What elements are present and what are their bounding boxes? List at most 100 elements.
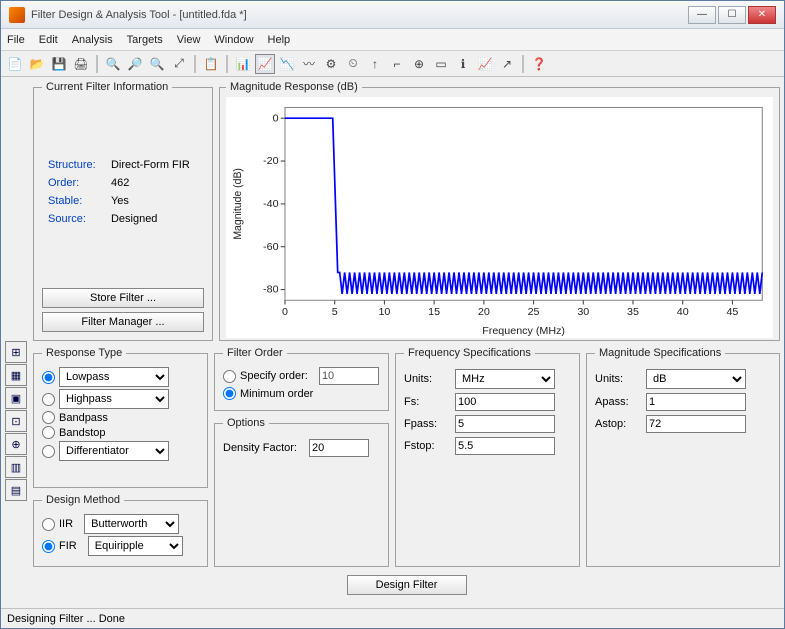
- bandpass-radio[interactable]: [42, 411, 55, 424]
- toolbar-btn-15[interactable]: 〰: [299, 54, 319, 74]
- differentiator-radio[interactable]: [42, 445, 55, 458]
- menu-help[interactable]: Help: [268, 34, 291, 46]
- filter-manager-button[interactable]: Filter Manager ...: [42, 312, 204, 332]
- lowpass-select[interactable]: Lowpass: [59, 367, 169, 387]
- mag-units-select[interactable]: dB: [646, 369, 746, 389]
- toolbar-btn-8[interactable]: ⤢: [169, 54, 189, 74]
- magnitude-specs-panel: Magnitude Specifications Units:dB Apass:…: [586, 347, 780, 567]
- structure-label: Structure:: [44, 157, 105, 173]
- fir-label: FIR: [59, 540, 77, 552]
- toolbar-btn-2[interactable]: 💾: [49, 54, 69, 74]
- menu-edit[interactable]: Edit: [39, 34, 58, 46]
- window-title: Filter Design & Analysis Tool - [untitle…: [31, 9, 688, 21]
- menu-analysis[interactable]: Analysis: [72, 34, 113, 46]
- freq-units-label: Units:: [404, 373, 449, 385]
- toolbar-btn-14[interactable]: 📉: [277, 54, 297, 74]
- menu-targets[interactable]: Targets: [127, 34, 163, 46]
- svg-text:20: 20: [478, 306, 490, 318]
- side-tool-1[interactable]: ⊞: [5, 341, 27, 363]
- iir-radio[interactable]: [42, 518, 55, 531]
- iir-label: IIR: [59, 518, 73, 530]
- highpass-select[interactable]: Highpass: [59, 389, 169, 409]
- toolbar-btn-0[interactable]: 📄: [5, 54, 25, 74]
- stable-value: Yes: [107, 193, 202, 209]
- dm-legend: Design Method: [42, 494, 124, 506]
- toolbar-btn-5[interactable]: 🔍: [103, 54, 123, 74]
- apass-input[interactable]: [646, 393, 746, 411]
- fpass-input[interactable]: [455, 415, 555, 433]
- toolbar-btn-7[interactable]: 🔍: [147, 54, 167, 74]
- minimum-order-radio[interactable]: [223, 387, 236, 400]
- svg-text:10: 10: [378, 306, 390, 318]
- toolbar-btn-23[interactable]: 📈: [475, 54, 495, 74]
- fir-select[interactable]: Equiripple: [88, 536, 183, 556]
- toolbar-btn-6[interactable]: 🔎: [125, 54, 145, 74]
- menubar: File Edit Analysis Targets View Window H…: [1, 29, 784, 51]
- svg-text:-80: -80: [263, 284, 279, 296]
- svg-text:5: 5: [332, 306, 338, 318]
- fs-input[interactable]: [455, 393, 555, 411]
- side-tool-2[interactable]: ▦: [5, 364, 27, 386]
- side-tool-4[interactable]: ⊡: [5, 410, 27, 432]
- side-tool-6[interactable]: ▥: [5, 456, 27, 478]
- design-filter-button[interactable]: Design Filter: [347, 575, 467, 595]
- toolbar-btn-17[interactable]: ⏲: [343, 54, 363, 74]
- menu-file[interactable]: File: [7, 34, 25, 46]
- side-tool-7[interactable]: ▤: [5, 479, 27, 501]
- toolbar-btn-1[interactable]: 📂: [27, 54, 47, 74]
- fs-legend: Frequency Specifications: [404, 347, 535, 359]
- filter-order-panel: Filter Order Specify order: Minimum orde…: [214, 347, 389, 411]
- specify-order-input[interactable]: [319, 367, 379, 385]
- toolbar-btn-22[interactable]: ℹ: [453, 54, 473, 74]
- bandpass-label: Bandpass: [59, 412, 108, 424]
- astop-input[interactable]: [646, 415, 746, 433]
- svg-text:0: 0: [282, 306, 288, 318]
- svg-text:45: 45: [726, 306, 738, 318]
- svg-text:0: 0: [273, 112, 279, 124]
- toolbar-btn-13[interactable]: 📈: [255, 54, 275, 74]
- minimize-button[interactable]: —: [688, 6, 716, 24]
- fo-legend: Filter Order: [223, 347, 287, 359]
- options-panel: Options Density Factor:: [214, 417, 389, 567]
- highpass-radio[interactable]: [42, 393, 55, 406]
- store-filter-button[interactable]: Store Filter ...: [42, 288, 204, 308]
- minimum-order-label: Minimum order: [240, 388, 313, 400]
- options-legend: Options: [223, 417, 269, 429]
- ms-legend: Magnitude Specifications: [595, 347, 725, 359]
- side-tool-5[interactable]: ⊕: [5, 433, 27, 455]
- magresp-legend: Magnitude Response (dB): [226, 81, 362, 93]
- toolbar-btn-16[interactable]: ⚙: [321, 54, 341, 74]
- svg-text:-20: -20: [263, 155, 279, 167]
- maximize-button[interactable]: ☐: [718, 6, 746, 24]
- toolbar-btn-20[interactable]: ⊕: [409, 54, 429, 74]
- toolbar-btn-3[interactable]: 🖨: [71, 54, 91, 74]
- fstop-input[interactable]: [455, 437, 555, 455]
- apass-label: Apass:: [595, 396, 640, 408]
- toolbar-btn-21[interactable]: ▭: [431, 54, 451, 74]
- menu-window[interactable]: Window: [214, 34, 253, 46]
- app-icon: [9, 7, 25, 23]
- toolbar-btn-26[interactable]: ❓: [529, 54, 549, 74]
- svg-text:40: 40: [677, 306, 689, 318]
- svg-text:15: 15: [428, 306, 440, 318]
- toolbar-btn-10[interactable]: 📋: [201, 54, 221, 74]
- close-button[interactable]: ✕: [748, 6, 776, 24]
- differentiator-select[interactable]: Differentiator: [59, 441, 169, 461]
- specify-order-radio[interactable]: [223, 370, 236, 383]
- rt-legend: Response Type: [42, 347, 126, 359]
- toolbar-btn-18[interactable]: ↑: [365, 54, 385, 74]
- fir-radio[interactable]: [42, 540, 55, 553]
- toolbar-btn-19[interactable]: ⌐: [387, 54, 407, 74]
- svg-text:Frequency (MHz): Frequency (MHz): [482, 325, 565, 337]
- iir-select[interactable]: Butterworth: [84, 514, 179, 534]
- bandstop-radio[interactable]: [42, 426, 55, 439]
- toolbar-btn-12[interactable]: 📊: [233, 54, 253, 74]
- design-method-panel: Design Method IIR Butterworth FIR Equiri…: [33, 494, 208, 567]
- toolbar-btn-24[interactable]: ↗: [497, 54, 517, 74]
- menu-view[interactable]: View: [177, 34, 201, 46]
- lowpass-radio[interactable]: [42, 371, 55, 384]
- density-input[interactable]: [309, 439, 369, 457]
- freq-units-select[interactable]: MHz: [455, 369, 555, 389]
- statusbar: Designing Filter ... Done: [1, 608, 784, 628]
- side-tool-3[interactable]: ▣: [5, 387, 27, 409]
